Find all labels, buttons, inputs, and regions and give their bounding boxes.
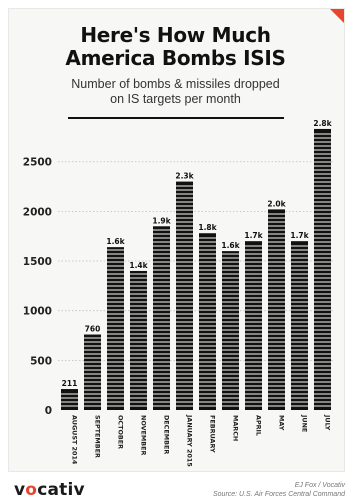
data-label: 1.6k <box>106 237 125 246</box>
x-tick-label: FEBRUARY <box>209 415 217 453</box>
data-label: 1.7k <box>290 231 309 240</box>
credit-author: EJ Fox / Vocativ <box>294 482 345 489</box>
x-tick-label: SEPTEMBER <box>94 415 102 458</box>
x-tick-label: JANUARY 2015 <box>186 414 194 467</box>
x-tick-label: JUNE <box>301 414 309 432</box>
title-line-2: America Bombs ISIS <box>65 46 286 70</box>
vocativ-logo: vocativ <box>14 480 85 500</box>
chart-subtitle: Number of bombs & missiles dropped on IS… <box>0 77 351 107</box>
bar <box>84 334 101 410</box>
data-label: 1.6k <box>221 241 240 250</box>
data-label: 1.9k <box>152 216 171 225</box>
x-tick-label: MAY <box>278 415 286 431</box>
y-tick-label: 2500 <box>23 157 52 169</box>
x-tick-label: AUGUST 2014 <box>71 415 79 465</box>
title-line-1: Here's How Much <box>80 23 271 47</box>
logo-suffix: cativ <box>37 480 85 500</box>
y-tick-label: 500 <box>30 355 52 367</box>
bar <box>130 270 147 410</box>
data-label: 1.8k <box>198 223 217 232</box>
chart-title: Here's How Much America Bombs ISIS <box>0 24 351 70</box>
subtitle-line-1: Number of bombs & missiles dropped <box>71 77 280 91</box>
title-rule <box>68 117 284 119</box>
data-label: 2.0k <box>267 199 286 208</box>
footer <box>0 478 351 504</box>
data-label: 211 <box>62 379 78 388</box>
credit: EJ Fox / Vocativ Source: U.S. Air Forces… <box>213 481 345 499</box>
bar <box>61 389 78 410</box>
corner-flag <box>330 9 344 23</box>
x-tick-label: NOVEMBER <box>140 415 148 456</box>
logo-accent: o <box>25 480 38 500</box>
x-tick-label: APRIL <box>255 415 263 436</box>
data-label: 1.7k <box>244 231 263 240</box>
bar <box>176 181 193 410</box>
x-tick-label: JULY <box>324 414 332 431</box>
data-label: 2.3k <box>175 172 194 181</box>
data-label: 760 <box>85 325 101 334</box>
x-tick-label: OCTOBER <box>117 415 125 449</box>
x-tick-label: MARCH <box>232 415 240 441</box>
data-label: 1.4k <box>129 261 148 270</box>
y-tick-label: 1000 <box>23 306 52 318</box>
y-tick-label: 0 <box>45 405 52 417</box>
logo-prefix: v <box>14 480 26 500</box>
bar <box>107 247 124 410</box>
bar <box>314 128 331 410</box>
credit-source: Source: U.S. Air Forces Central Command <box>212 491 345 498</box>
subtitle-line-2: on IS targets per month <box>110 92 241 106</box>
data-label: 2.8k <box>313 119 332 128</box>
x-tick-label: DECEMBER <box>163 415 171 454</box>
y-tick-label: 1500 <box>23 256 52 268</box>
bar-chart: 0 500 1000 1500 2000 2500 211 AUGUST 2014 760 SEP… <box>23 119 334 467</box>
y-tick-label: 2000 <box>23 206 52 218</box>
